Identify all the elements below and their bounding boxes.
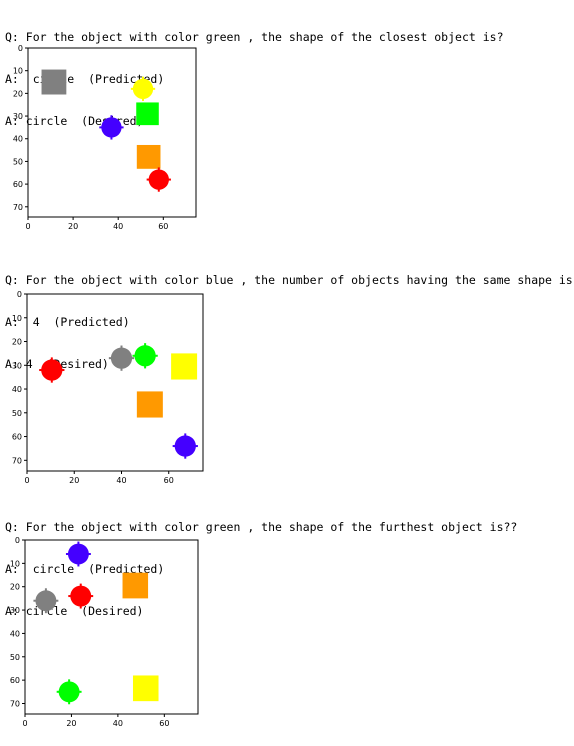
x-tick-label: 0 <box>24 476 29 485</box>
qa-block-3: Q: For the object with color green , the… <box>5 492 517 632</box>
y-tick-label: 60 <box>13 180 23 189</box>
scatter-plot-2: 0 20 40 60 0 10 20 30 40 50 60 70 <box>12 290 204 485</box>
y-tick-label: 50 <box>13 157 23 166</box>
x-tick-label: 40 <box>113 719 123 728</box>
y-tick-label: 70 <box>12 456 22 465</box>
circle-object <box>172 433 198 459</box>
square-object <box>136 144 161 169</box>
x-tick-label: 20 <box>66 719 76 728</box>
x-tick-label: 20 <box>68 222 78 231</box>
scatter-plot-1: 0 20 40 60 0 10 20 30 40 50 60 70 <box>13 44 197 231</box>
y-tick-label: 20 <box>13 89 23 98</box>
qa-block-1: Q: For the object with color green , the… <box>5 2 504 142</box>
y-tick-label: 70 <box>10 699 20 708</box>
square-object <box>41 69 67 95</box>
circle-object <box>99 115 124 140</box>
circle-object <box>108 345 135 371</box>
axes-frame <box>27 47 197 218</box>
x-tick-label: 60 <box>164 476 174 485</box>
y-tick-label: 20 <box>12 338 22 347</box>
y-tick-label: 0 <box>18 44 23 53</box>
y-tick-label: 60 <box>10 676 20 685</box>
y-tick-label: 0 <box>17 290 22 299</box>
y-tick-label: 0 <box>15 536 20 545</box>
y-tick-label: 40 <box>13 135 23 144</box>
x-tick-label: 60 <box>158 222 168 231</box>
square-object <box>136 391 163 418</box>
y-tick-label: 40 <box>12 385 22 394</box>
y-tick-label: 20 <box>10 583 20 592</box>
square-object <box>136 102 159 126</box>
question-text: Q: For the object with color blue , the … <box>5 273 574 287</box>
circle-spike-v <box>144 343 147 369</box>
x-tick-label: 0 <box>22 719 27 728</box>
circle-object <box>33 588 59 614</box>
y-tick-label: 10 <box>12 314 22 323</box>
circle-spike-v <box>184 433 187 459</box>
circle-spike-v <box>50 357 53 383</box>
y-tick-label: 60 <box>12 433 22 442</box>
axes-frame <box>26 293 204 472</box>
square-object <box>171 353 198 380</box>
predicted-answer: A: circle (Predicted) <box>5 562 165 576</box>
circle-object <box>146 167 171 192</box>
circle-object <box>68 583 94 609</box>
circle-spike-v <box>120 345 123 371</box>
circle-spike-v <box>157 167 160 192</box>
circle-object <box>39 357 65 383</box>
x-tick-label: 20 <box>69 476 79 485</box>
x-tick-label: 60 <box>159 719 169 728</box>
question-text: Q: For the object with color green , the… <box>5 520 518 534</box>
axes-frame <box>24 539 199 715</box>
circle-spike-v <box>44 588 47 614</box>
x-tick-label: 0 <box>25 222 30 231</box>
y-tick-label: 70 <box>13 203 23 212</box>
circle-spike-v <box>77 541 80 567</box>
square-object <box>132 675 159 702</box>
circle-object <box>56 679 82 705</box>
y-tick-label: 10 <box>13 67 23 76</box>
y-tick-label: 30 <box>12 361 22 370</box>
circle-spike-v <box>68 679 71 705</box>
circle-object <box>130 76 156 101</box>
circle-spike-v <box>79 583 82 609</box>
predicted-answer: A: 4 (Predicted) <box>5 315 130 329</box>
y-tick-label: 40 <box>10 629 20 638</box>
y-tick-label: 30 <box>10 606 20 615</box>
circle-spike-v <box>110 115 113 140</box>
square-object <box>122 572 149 599</box>
x-tick-label: 40 <box>116 476 126 485</box>
circle-object <box>65 541 91 567</box>
circle-spike-v <box>142 76 145 101</box>
circle-object <box>132 343 158 369</box>
x-tick-label: 40 <box>113 222 123 231</box>
y-tick-label: 10 <box>10 559 20 568</box>
y-tick-label: 30 <box>13 112 23 121</box>
y-tick-label: 50 <box>12 409 22 418</box>
y-tick-label: 50 <box>10 653 20 662</box>
question-text: Q: For the object with color green , the… <box>5 30 504 44</box>
